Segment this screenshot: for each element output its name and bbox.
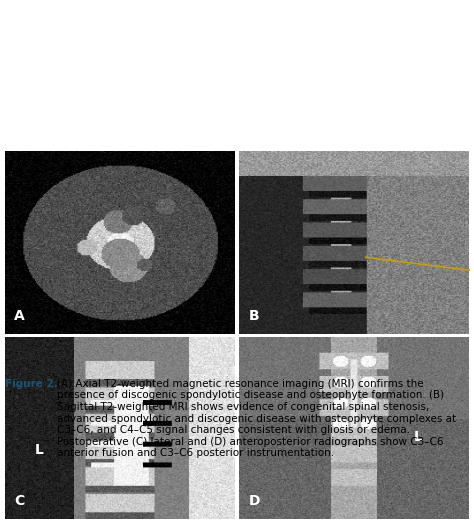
Text: L: L xyxy=(414,430,423,444)
Text: C: C xyxy=(14,494,24,508)
Text: L: L xyxy=(35,443,44,457)
Text: D: D xyxy=(248,494,260,508)
Text: Figure 2.: Figure 2. xyxy=(5,379,57,389)
Text: (A) Axial T2-weighted magnetic resonance imaging (MRI) confirms the presence of : (A) Axial T2-weighted magnetic resonance… xyxy=(57,379,456,458)
Text: B: B xyxy=(248,309,259,323)
Text: A: A xyxy=(14,309,25,323)
